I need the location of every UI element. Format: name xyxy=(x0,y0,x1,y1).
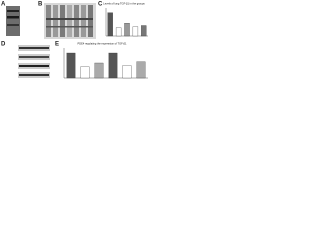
bar xyxy=(108,52,118,79)
blot-d xyxy=(18,45,50,78)
panel-label: D xyxy=(1,42,6,48)
bar xyxy=(94,62,104,79)
bar xyxy=(80,66,90,79)
bar xyxy=(132,26,139,37)
bar xyxy=(124,23,130,37)
chart-title: PDE4 regulating the expression of TGF-β1 xyxy=(77,42,127,46)
bar xyxy=(122,65,132,79)
panel-label: A xyxy=(1,2,6,8)
panel-label: C xyxy=(98,2,103,8)
gel-b xyxy=(44,3,96,39)
bar xyxy=(136,61,146,79)
panel-label: E xyxy=(55,42,59,48)
bar xyxy=(107,12,113,37)
figure: A B C Levels of lung TGF-β1 in the group… xyxy=(1,2,148,79)
bar xyxy=(66,52,76,79)
panel-label: B xyxy=(38,2,43,8)
blot-a xyxy=(6,6,20,36)
chart-title: Levels of lung TGF-β1 in the groups xyxy=(103,2,145,6)
bar xyxy=(115,27,122,37)
bar xyxy=(141,25,147,37)
